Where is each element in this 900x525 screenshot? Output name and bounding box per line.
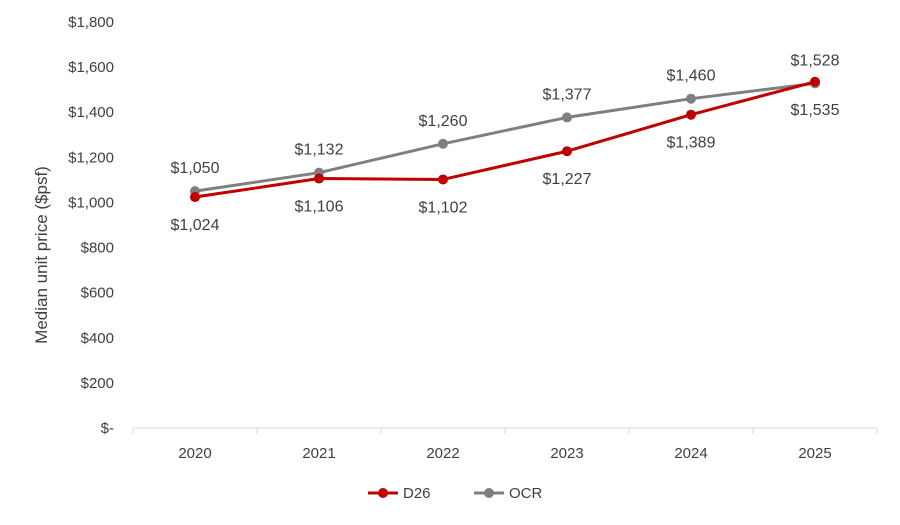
legend-label-ocr: OCR (509, 485, 543, 502)
x-tick-label: 2024 (674, 445, 707, 462)
data-point-ocr (686, 93, 696, 104)
x-axis: 2020 2021 2022 2023 2024 2025 (132, 427, 878, 462)
data-point-ocr (438, 138, 448, 149)
data-label-ocr: $1,460 (667, 68, 716, 85)
data-label-d26: $1,389 (667, 135, 716, 152)
legend-marker-d26 (378, 488, 388, 498)
y-tick-label: $200 (81, 375, 114, 392)
y-tick-label: $800 (81, 240, 114, 257)
legend-marker-ocr (484, 488, 494, 498)
data-point-d26 (562, 146, 572, 157)
y-tick-label: $1,800 (68, 14, 114, 31)
x-tick-label: 2021 (302, 445, 335, 462)
data-label-ocr: $1,260 (419, 113, 468, 130)
legend-label-d26: D26 (403, 485, 431, 502)
data-point-d26 (810, 76, 820, 87)
data-label-d26: $1,024 (171, 217, 220, 234)
y-axis-title: Median unit price ($psf) (32, 166, 51, 344)
x-tick-label: 2020 (178, 445, 211, 462)
data-label-ocr: $1,528 (791, 52, 840, 69)
y-tick-label: $1,000 (68, 194, 114, 211)
y-tick-label: $- (101, 420, 114, 437)
data-label-ocr: $1,050 (171, 160, 220, 177)
data-label-ocr: $1,377 (543, 86, 592, 103)
y-axis: $- $200 $400 $600 $800 $1,000 $1,200 $1,400 $1,6… (68, 14, 114, 437)
data-point-d26 (314, 173, 324, 184)
data-point-d26 (686, 109, 696, 120)
data-point-ocr (562, 112, 572, 123)
y-tick-label: $1,600 (68, 59, 114, 76)
data-point-d26 (438, 174, 448, 185)
y-tick-label: $400 (81, 330, 114, 347)
data-labels: $1,024 $1,106 $1,102 $1,227 $1,389 $1,535 $1,0… (171, 52, 840, 234)
y-tick-label: $1,200 (68, 149, 114, 166)
data-label-d26: $1,106 (295, 199, 344, 216)
data-label-d26: $1,227 (543, 171, 592, 188)
y-tick-label: $600 (81, 285, 114, 302)
x-tick-label: 2023 (550, 445, 583, 462)
series-line-ocr (193, 81, 817, 193)
data-point-d26 (190, 192, 200, 203)
x-tick-label: 2022 (426, 445, 459, 462)
data-label-d26: $1,102 (419, 199, 468, 216)
data-label-ocr: $1,132 (295, 142, 344, 159)
legend: D26 OCR (368, 485, 543, 502)
series-layer (190, 76, 820, 203)
series-line-d26 (193, 80, 817, 199)
x-tick-label: 2025 (798, 445, 831, 462)
y-tick-label: $1,400 (68, 104, 114, 121)
data-label-d26: $1,535 (791, 102, 840, 119)
